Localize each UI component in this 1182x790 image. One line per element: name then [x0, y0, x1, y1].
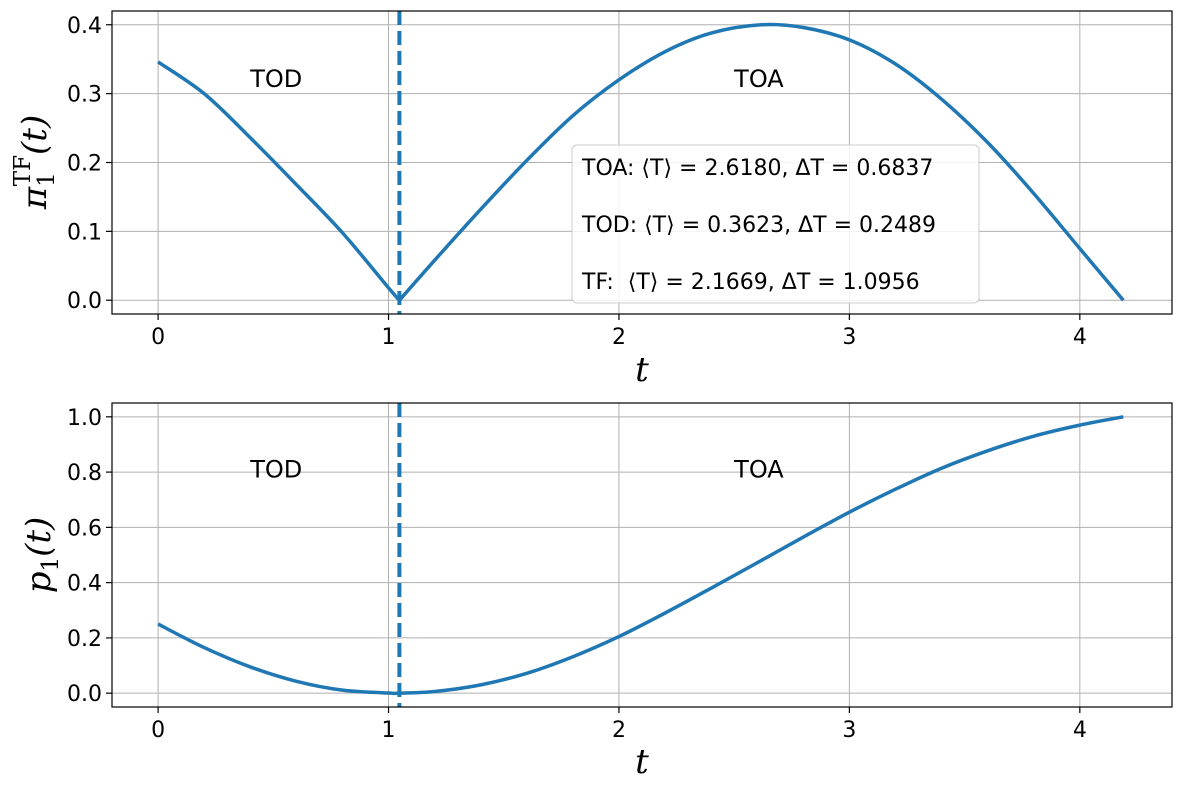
top-xtick-label-1: 1	[382, 325, 396, 350]
top-series-line-0-seg-1	[398, 22, 1125, 302]
bottom-xlabel: t	[635, 742, 649, 782]
legend-line-tod: TOD: ⟨T⟩ = 0.3623, ΔT = 0.2489	[581, 213, 936, 238]
top-annotation-toa: TOA	[733, 65, 784, 93]
bottom-xtick-label-0: 0	[151, 718, 165, 743]
bottom-xtick-label-1: 1	[382, 718, 396, 743]
top-curve-group	[157, 22, 1125, 302]
bottom-ytick-label-2: 0.4	[67, 572, 102, 597]
bottom-ytick-label-1: 0.2	[67, 627, 102, 652]
bottom-annotation-tod: TOD	[249, 456, 302, 484]
top-legend-box: TOA: ⟨T⟩ = 2.6180, ΔT = 0.6837 TOD: ⟨T⟩ …	[571, 144, 980, 304]
top-xlabel: t	[635, 350, 649, 390]
top-ytick-label-3: 0.3	[67, 83, 102, 108]
top-xtick-label-3: 3	[842, 325, 856, 350]
bottom-ylabel: p1(t)	[19, 517, 64, 594]
bottom-panel: 0 1 2 3 4 0.0 0.2 0.4 0.6 0.8 1.0 TOD TOA p1(t) t	[19, 402, 1173, 782]
bottom-grid	[112, 403, 1172, 707]
top-ytick-label-0: 0.0	[67, 289, 102, 314]
bottom-xtick-label-3: 3	[842, 718, 856, 743]
legend-line-toa: TOA: ⟨T⟩ = 2.6180, ΔT = 0.6837	[581, 156, 933, 181]
top-ytick-label-2: 0.2	[67, 152, 102, 177]
bottom-tick-labels: 0 1 2 3 4 0.0 0.2 0.4 0.6 0.8 1.0	[67, 406, 1087, 743]
bottom-curve-group	[157, 415, 1124, 696]
bottom-ytick-label-0: 0.0	[67, 682, 102, 707]
top-panel: 0 1 2 3 4 0.0 0.1 0.2 0.3 0.4 TOD TOA TOA: ⟨T⟩ = 2…	[10, 10, 1173, 390]
top-xtick-label-0: 0	[151, 325, 165, 350]
legend-line-tf: TF: ⟨T⟩ = 2.1669, ΔT = 1.0956	[581, 270, 920, 295]
bottom-ytick-label-4: 0.8	[67, 461, 102, 486]
top-ytick-label-4: 0.4	[67, 14, 102, 39]
top-series-line-0-seg-0	[157, 60, 401, 302]
bottom-xtick-label-4: 4	[1073, 718, 1087, 743]
top-xtick-label-4: 4	[1073, 325, 1087, 350]
top-ytick-label-1: 0.1	[67, 220, 102, 245]
top-annotations: TOD TOA	[249, 65, 784, 93]
bottom-annotation-toa: TOA	[733, 456, 784, 484]
top-tick-labels: 0 1 2 3 4 0.0 0.1 0.2 0.3 0.4	[67, 14, 1087, 350]
bottom-ytick-label-5: 1.0	[67, 406, 102, 431]
top-annotation-tod: TOD	[249, 65, 302, 93]
bottom-series-line-0-seg-0	[157, 415, 1124, 696]
top-ylabel: π1TF(t)	[10, 115, 60, 211]
bottom-xtick-label-2: 2	[612, 718, 626, 743]
bottom-annotations: TOD TOA	[249, 456, 784, 484]
bottom-ytick-label-3: 0.6	[67, 516, 102, 541]
legend-frame	[571, 144, 980, 304]
top-xtick-label-2: 2	[612, 325, 626, 350]
bottom-axes-frame	[111, 402, 1173, 708]
